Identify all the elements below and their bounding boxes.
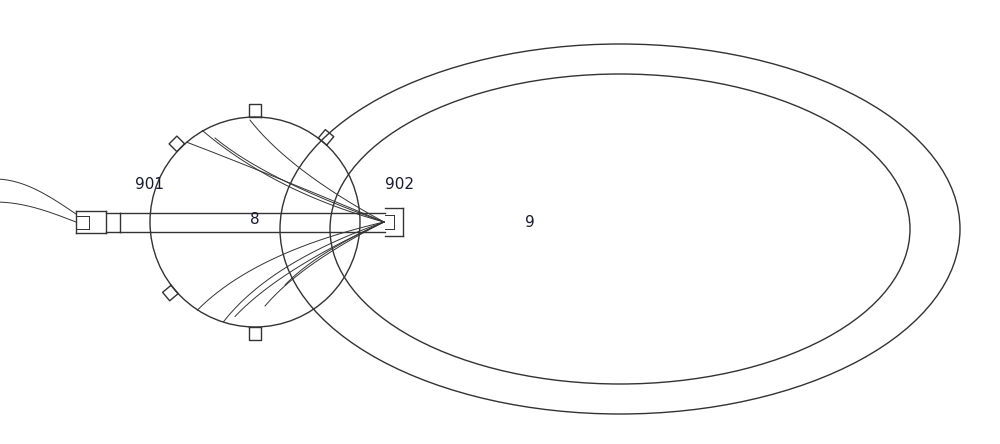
Text: 902: 902 (385, 177, 414, 192)
Text: 8: 8 (250, 211, 260, 226)
Text: 9: 9 (525, 214, 535, 230)
Text: 901: 901 (135, 177, 164, 192)
